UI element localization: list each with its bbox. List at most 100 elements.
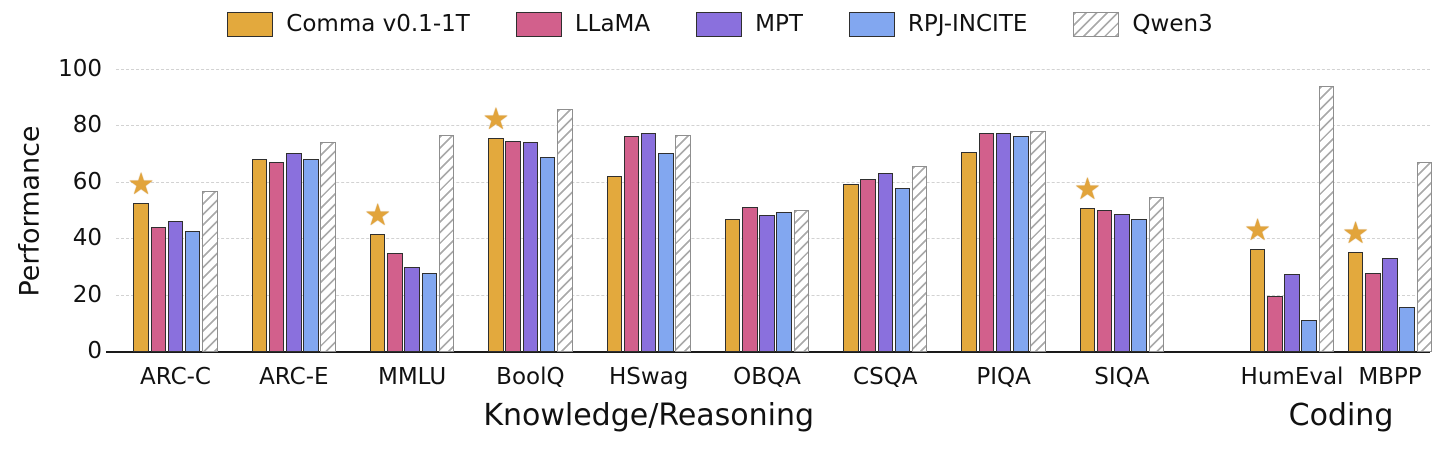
legend-label-rpj-incite: RPJ-INCITE	[907, 11, 1028, 37]
bar-comma-v0-1-1t-obqa	[724, 219, 741, 352]
star-icon-humeval: ★	[1244, 213, 1272, 249]
x-tick-label-obqa: OBQA	[733, 364, 801, 390]
bar-qwen3-csqa	[911, 165, 928, 352]
bar-llama-csqa	[860, 178, 876, 352]
bar-mpt-mbpp	[1382, 257, 1398, 352]
bar-mpt-siqa	[1114, 213, 1130, 352]
bar-llama-piqa	[978, 133, 995, 352]
legend-swatch-comma-v0-1-1t	[227, 11, 274, 37]
bar-qwen3-obqa	[793, 209, 810, 352]
x-group-label-coding: Coding	[1288, 398, 1394, 433]
legend-swatch-llama	[515, 11, 562, 37]
bar-rpj-incite-mmlu	[421, 273, 438, 352]
bar-rpj-incite-piqa	[1013, 136, 1029, 352]
bar-rpj-incite-csqa	[894, 188, 911, 352]
x-tick-label-csqa: CSQA	[853, 364, 918, 390]
x-tick-label-boolq: BoolQ	[496, 364, 565, 390]
bar-llama-arc-c	[150, 226, 167, 352]
star-icon-boolq: ★	[482, 101, 510, 137]
bar-comma-v0-1-1t-csqa	[843, 184, 859, 352]
star-icon-arc-c: ★	[127, 166, 155, 202]
bar-comma-v0-1-1t-mmlu	[369, 233, 386, 352]
bar-mpt-hswag	[640, 133, 657, 352]
bar-rpj-incite-hswag	[658, 153, 674, 352]
bar-comma-v0-1-1t-hswag	[606, 175, 623, 352]
star-icon-mmlu: ★	[364, 197, 392, 233]
bar-llama-obqa	[742, 206, 758, 352]
x-tick-label-piqa: PIQA	[976, 364, 1031, 390]
y-tick-label-0: 0	[87, 338, 102, 364]
legend-label-mpt: MPT	[755, 11, 803, 37]
star-icon-mbpp: ★	[1342, 215, 1370, 251]
bar-qwen3-arc-c	[202, 191, 218, 352]
bar-llama-mmlu	[387, 253, 403, 352]
bar-qwen3-humeval	[1318, 85, 1335, 352]
y-tick-label-100: 100	[58, 56, 102, 82]
x-axis-line	[106, 351, 1430, 353]
bar-qwen3-mbpp	[1416, 161, 1433, 352]
bar-rpj-incite-boolq	[539, 157, 556, 352]
bar-qwen3-hswag	[675, 134, 691, 352]
bar-rpj-incite-siqa	[1131, 219, 1147, 352]
y-tick-label-40: 40	[72, 225, 102, 252]
bar-comma-v0-1-1t-arc-c	[133, 202, 149, 352]
bar-rpj-incite-humeval	[1301, 319, 1317, 352]
legend-item-llama: LLaMA	[515, 11, 651, 37]
gridline-60	[116, 181, 1430, 183]
y-tick-label-80: 80	[72, 112, 102, 139]
bar-comma-v0-1-1t-mbpp	[1347, 251, 1364, 352]
x-tick-label-mmlu: MMLU	[377, 364, 447, 390]
bar-mpt-csqa	[877, 172, 894, 352]
x-tick-label-hswag: HSwag	[608, 364, 689, 390]
bar-llama-boolq	[505, 140, 521, 352]
legend-label-qwen3: Qwen3	[1132, 11, 1213, 37]
bar-llama-hswag	[623, 136, 640, 352]
legend-swatch-mpt	[696, 11, 743, 37]
bar-rpj-incite-mbpp	[1399, 306, 1415, 352]
bar-rpj-incite-arc-e	[303, 158, 319, 352]
bar-comma-v0-1-1t-humeval	[1249, 249, 1266, 352]
legend-item-qwen3: Qwen3	[1073, 11, 1213, 37]
bar-mpt-piqa	[995, 133, 1012, 352]
y-tick-label-20: 20	[72, 281, 102, 308]
bar-mpt-humeval	[1284, 274, 1300, 352]
bar-mpt-arc-c	[167, 220, 184, 352]
x-tick-label-arc-e: ARC-E	[259, 364, 329, 390]
bar-mpt-arc-e	[286, 153, 302, 352]
bar-llama-arc-e	[268, 161, 285, 352]
y-tick-label-60: 60	[72, 168, 102, 195]
y-axis-label: Performance	[14, 125, 46, 297]
legend-item-mpt: MPT	[696, 11, 803, 37]
bar-qwen3-boolq	[557, 109, 573, 352]
chart-legend: Comma v0.1-1T LLaMA MPT RPJ-INCITE Qwen3	[0, 11, 1440, 37]
bar-comma-v0-1-1t-boolq	[488, 137, 504, 352]
bar-qwen3-arc-e	[320, 141, 336, 352]
bar-qwen3-piqa	[1030, 130, 1046, 352]
legend-label-llama: LLaMA	[574, 11, 651, 37]
x-tick-label-arc-c: ARC-C	[140, 364, 211, 390]
legend-swatch-rpj-incite	[848, 11, 895, 37]
x-tick-label-siqa: SIQA	[1094, 364, 1150, 390]
bar-llama-mbpp	[1365, 273, 1381, 352]
bar-rpj-incite-arc-c	[184, 230, 201, 352]
gridline-80	[116, 125, 1430, 127]
bar-llama-humeval	[1267, 295, 1283, 352]
bar-qwen3-siqa	[1148, 196, 1165, 352]
legend-item-rpj-incite: RPJ-INCITE	[848, 11, 1028, 37]
bar-comma-v0-1-1t-siqa	[1079, 208, 1096, 352]
star-icon-siqa: ★	[1074, 172, 1101, 208]
bar-mpt-obqa	[759, 215, 775, 352]
bar-rpj-incite-obqa	[776, 212, 792, 352]
x-group-label-knowledge-reasoning: Knowledge/Reasoning	[483, 398, 815, 433]
x-tick-label-mbpp: MBPP	[1358, 364, 1422, 390]
bar-comma-v0-1-1t-piqa	[961, 151, 977, 352]
legend-item-comma-v0-1-1t: Comma v0.1-1T	[227, 11, 470, 37]
gridline-100	[116, 69, 1430, 70]
x-tick-label-humeval: HumEval	[1240, 364, 1344, 390]
bar-mpt-mmlu	[404, 267, 420, 352]
bar-llama-siqa	[1096, 209, 1113, 352]
bar-qwen3-mmlu	[438, 134, 455, 352]
legend-label-comma-v0-1-1t: Comma v0.1-1T	[286, 11, 470, 37]
bar-comma-v0-1-1t-arc-e	[251, 158, 268, 352]
